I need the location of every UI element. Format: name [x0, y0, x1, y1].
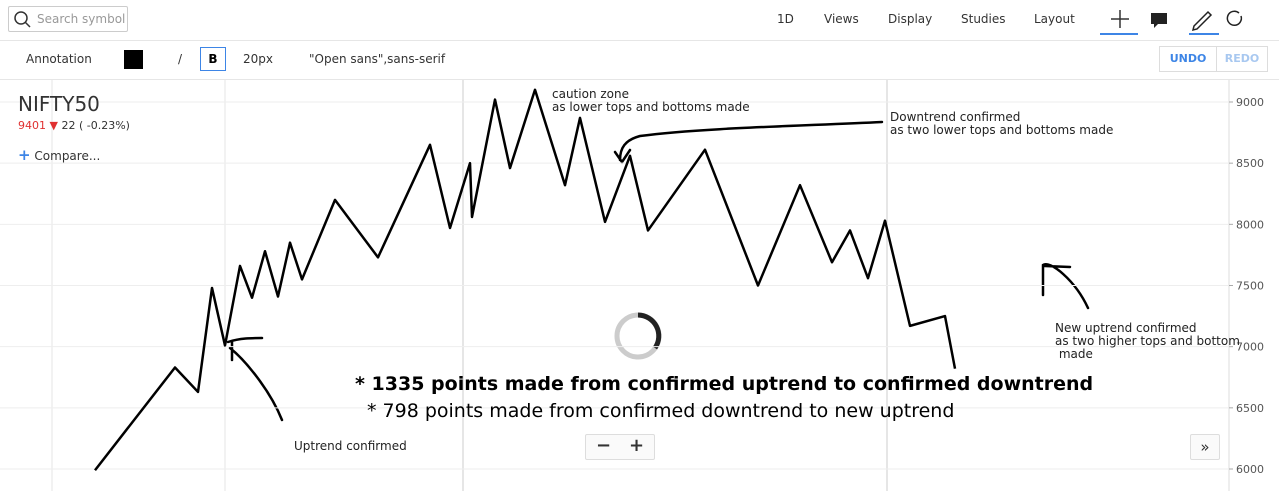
symbol-price: 9401 ▼ 22 ( -0.23%)	[18, 119, 130, 132]
size-select[interactable]: 20px	[243, 52, 273, 66]
chart: 60006500700075008000850090009400.9	[0, 80, 1264, 491]
annotation-downtrend: Downtrend confirmed as two lower tops and…	[890, 111, 1113, 137]
search-box[interactable]: Search symbol	[8, 6, 128, 32]
loading-spinner-arc	[637, 312, 662, 350]
annotation-line: as lower tops and bottoms made	[552, 100, 750, 114]
font-select[interactable]: "Open sans",sans-serif	[309, 52, 446, 66]
annotation-new-uptrend: New uptrend confirmed as two higher tops …	[1055, 322, 1240, 361]
undo-button[interactable]: UNDO	[1159, 46, 1217, 72]
top-toolbar: Search symbol 1D Views Display Studies L…	[0, 0, 1279, 41]
color-swatch[interactable]	[124, 50, 143, 69]
annotation-toolbar: Annotation / B 20px "Open sans",sans-ser…	[0, 40, 1279, 80]
menu[interactable]: Studies	[961, 12, 1006, 26]
bold-button[interactable]: B	[200, 47, 226, 71]
symbol-name: NIFTY50	[18, 92, 100, 116]
price-change: 22 ( -0.23%)	[61, 119, 130, 132]
y-tick-label: 6500	[1236, 402, 1264, 415]
search-placeholder: Search symbol	[37, 12, 126, 26]
annotation-line: as two higher tops and bottom	[1055, 334, 1240, 348]
y-tick-label: 8000	[1236, 218, 1264, 231]
y-tick-label: 6000	[1236, 463, 1264, 476]
zoom-out[interactable]: −	[596, 435, 612, 456]
note-bold: * 1335 points made from confirmed uptren…	[355, 373, 1094, 395]
scroll-right[interactable]: »	[1190, 434, 1220, 460]
annotation-line: made	[1055, 347, 1093, 361]
zoom-controls: − +	[585, 434, 655, 460]
compare-text: Compare...	[34, 149, 101, 163]
tool-select[interactable]: Annotation	[26, 52, 92, 66]
annotation-line: caution zone	[552, 87, 629, 101]
redo-button[interactable]: REDO	[1216, 46, 1268, 72]
italic-button[interactable]: /	[178, 52, 183, 66]
zoom-in[interactable]: +	[629, 435, 645, 456]
y-tick-label: 7500	[1236, 280, 1264, 293]
annotation-line: as two lower tops and bottoms made	[890, 123, 1114, 137]
compare-link[interactable]: + Compare...	[18, 146, 101, 164]
tool-icons[interactable]	[1100, 0, 1279, 40]
annotation-line: Downtrend confirmed	[890, 110, 1021, 124]
trend-line	[94, 88, 957, 471]
annotation-caution: caution zone as lower tops and bottoms ma…	[552, 88, 750, 114]
note: * 798 points made from confirmed downtre…	[367, 400, 955, 422]
menu[interactable]: Display	[888, 12, 933, 26]
menu[interactable]: Layout	[1034, 12, 1075, 26]
interval[interactable]: 1D	[777, 12, 794, 26]
freehand-arrows	[226, 120, 1090, 422]
annotation-line: New uptrend confirmed	[1055, 321, 1197, 335]
menu[interactable]: Views	[824, 12, 859, 26]
price: 9401	[18, 119, 46, 132]
y-tick-label: 8500	[1236, 157, 1264, 170]
y-tick-label: 9000	[1236, 96, 1264, 109]
annotation-uptrend: Uptrend confirmed	[294, 439, 407, 453]
y-tick-label: 7000	[1236, 341, 1264, 354]
search-icon	[14, 11, 31, 28]
